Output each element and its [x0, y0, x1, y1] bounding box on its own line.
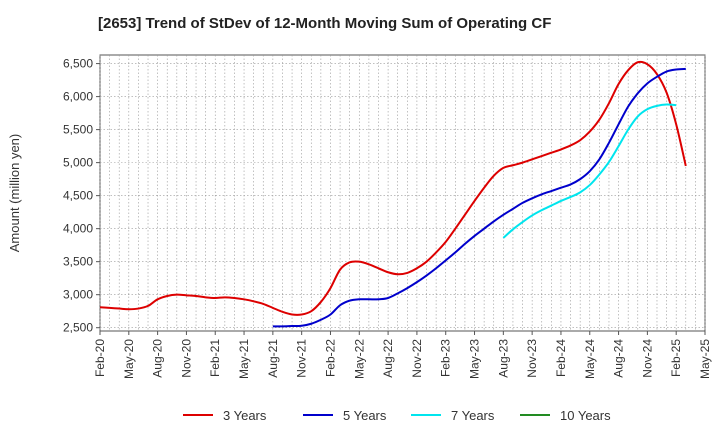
- y-axis: 2,500 3,000 3,500 4,000 4,500 5,000 5,500 6,000…: [63, 57, 100, 335]
- series-line-7-years: [502, 103, 677, 239]
- x-tick-label: Feb-20: [93, 339, 107, 377]
- y-tick-label: 5,500: [63, 123, 93, 137]
- y-axis-label: Amount (million yen): [7, 134, 22, 253]
- legend-label: 3 Years: [223, 408, 267, 423]
- x-tick-label: Nov-21: [295, 339, 309, 378]
- x-tick-label: Nov-24: [640, 339, 654, 378]
- y-tick-label: 6,000: [63, 90, 93, 104]
- y-tick-label: 3,500: [63, 255, 93, 269]
- x-tick-label: Aug-20: [151, 339, 165, 378]
- legend: 3 Years 5 Years 7 Years 10 Years: [183, 408, 611, 423]
- x-tick-label: Aug-21: [266, 339, 280, 378]
- grid: [99, 55, 706, 331]
- x-tick-label: May-21: [237, 339, 251, 379]
- x-tick-label: Feb-23: [439, 339, 453, 377]
- x-tick-label: May-23: [468, 339, 482, 379]
- x-tick-label: Nov-22: [410, 339, 424, 378]
- x-tick-label: May-22: [352, 339, 366, 379]
- y-tick-label: 4,000: [63, 222, 93, 236]
- x-tick-label: Feb-22: [323, 339, 337, 377]
- x-tick-label: Aug-22: [381, 339, 395, 378]
- plot-area: [99, 54, 706, 332]
- y-tick-label: 3,000: [63, 288, 93, 302]
- x-tick-label: May-20: [122, 339, 136, 379]
- x-tick-label: Feb-24: [554, 339, 568, 377]
- series-layer: [99, 60, 687, 328]
- legend-label: 10 Years: [560, 408, 611, 423]
- legend-label: 7 Years: [451, 408, 495, 423]
- x-tick-label: Feb-21: [208, 339, 222, 377]
- x-axis: Feb-20 May-20 Aug-20 Nov-20 Feb-21 May-21 Aug-…: [93, 331, 712, 379]
- x-tick-label: Aug-23: [496, 339, 510, 378]
- x-tick-label: Feb-25: [669, 339, 683, 377]
- x-tick-label: Aug-24: [612, 339, 626, 378]
- legend-label: 5 Years: [343, 408, 387, 423]
- chart-title: [2653] Trend of StDev of 12-Month Moving…: [98, 15, 551, 32]
- y-tick-label: 2,500: [63, 321, 93, 335]
- series-line-3-years: [99, 60, 687, 316]
- series-line-5-years: [272, 67, 686, 328]
- x-tick-label: Nov-20: [179, 339, 193, 378]
- y-tick-label: 5,000: [63, 156, 93, 170]
- y-tick-label: 6,500: [63, 57, 93, 71]
- x-tick-label: Nov-23: [525, 339, 539, 378]
- x-tick-label: May-25: [698, 339, 712, 379]
- y-tick-label: 4,500: [63, 189, 93, 203]
- x-tick-label: May-24: [583, 339, 597, 379]
